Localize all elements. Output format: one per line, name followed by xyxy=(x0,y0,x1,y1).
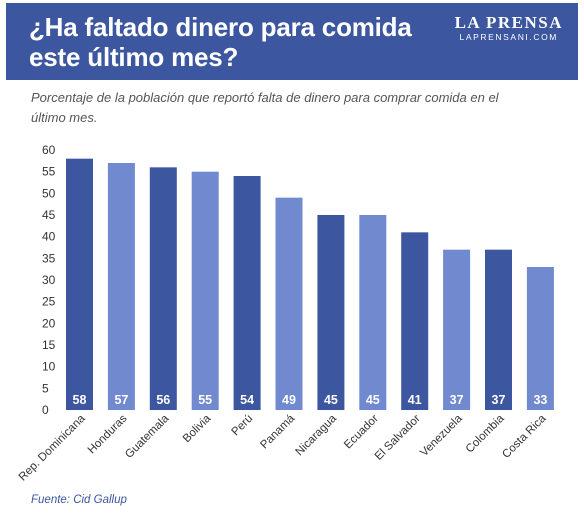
y-tick-label: 10 xyxy=(42,360,56,374)
x-tick-label: Perú xyxy=(230,413,256,439)
brand-url: LAPRENSANI.COM xyxy=(459,32,558,42)
chart-title: ¿Ha faltado dinero para comida este últi… xyxy=(29,12,412,72)
bar-value-label: 57 xyxy=(114,393,128,407)
y-tick-label: 30 xyxy=(42,273,56,287)
bar-value-label: 45 xyxy=(324,393,338,407)
bar xyxy=(526,267,554,410)
header-banner: ¿Ha faltado dinero para comida este últi… xyxy=(6,3,578,80)
bar xyxy=(359,215,387,410)
bar-value-label: 55 xyxy=(198,393,212,407)
y-tick-label: 5 xyxy=(42,381,49,395)
y-tick-label: 45 xyxy=(42,208,56,222)
y-tick-label: 40 xyxy=(42,230,56,244)
x-tick-label: Venezuela xyxy=(418,412,465,459)
chart-subtitle: Porcentaje de la población que reportó f… xyxy=(31,90,499,125)
x-tick-label: Ecuador xyxy=(342,413,381,452)
y-tick-label: 0 xyxy=(42,403,49,417)
x-tick-label: Bolivia xyxy=(181,412,214,445)
x-tick-label: Honduras xyxy=(86,412,130,456)
bar-value-label: 56 xyxy=(156,393,170,407)
x-tick-label: Costa Rica xyxy=(500,412,549,461)
bar-value-label: 37 xyxy=(492,393,506,407)
bar-value-label: 54 xyxy=(240,393,254,407)
y-tick-label: 60 xyxy=(42,143,56,157)
bar xyxy=(275,197,303,410)
x-tick-label: Rep. Dominicana xyxy=(17,412,88,483)
bar-value-label: 41 xyxy=(408,393,422,407)
bar-value-label: 33 xyxy=(533,393,547,407)
brand-name: LA PRENSA xyxy=(454,13,563,32)
bar xyxy=(233,176,261,410)
bar xyxy=(191,171,219,410)
brand-logo: LA PRENSA LAPRENSANI.COM xyxy=(455,14,563,43)
bar xyxy=(107,163,135,410)
y-tick-label: 50 xyxy=(42,186,56,200)
y-tick-label: 35 xyxy=(42,251,56,265)
x-tick-label: El Salvador xyxy=(373,413,423,463)
bar-value-label: 45 xyxy=(366,393,380,407)
bar xyxy=(401,232,429,410)
x-tick-label: Guatemala xyxy=(123,412,172,461)
bar-value-label: 49 xyxy=(282,393,296,407)
y-tick-label: 55 xyxy=(42,165,56,179)
x-tick-label: Colombia xyxy=(464,412,507,455)
y-tick-label: 20 xyxy=(42,316,56,330)
x-tick-label: Panamá xyxy=(258,412,297,451)
y-tick-label: 15 xyxy=(42,338,56,352)
bar xyxy=(485,249,512,410)
bar xyxy=(66,158,93,410)
x-tick-label: Nicaragua xyxy=(293,412,339,458)
y-tick-label: 25 xyxy=(42,295,56,309)
bar-value-label: 58 xyxy=(73,393,87,407)
bar xyxy=(149,167,177,410)
source-note: Fuente: Cid Gallup xyxy=(31,494,127,506)
bar-value-label: 37 xyxy=(450,393,464,407)
bar xyxy=(443,249,471,410)
bar xyxy=(317,215,345,410)
